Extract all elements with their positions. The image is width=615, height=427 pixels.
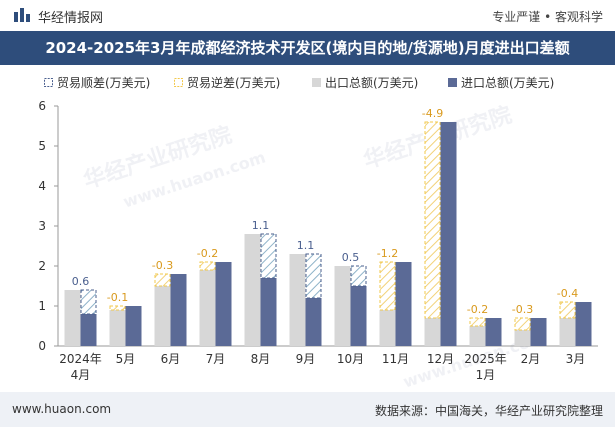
balance-label: 1.1 [252, 219, 270, 232]
footer-source: 数据来源：中国海关，华经产业研究院整理 [374, 404, 603, 418]
balance-label: -0.1 [107, 291, 128, 304]
y-tick-label: 6 [38, 99, 46, 113]
bar-export [379, 310, 396, 346]
bar-export [64, 290, 81, 346]
bar-export [154, 286, 171, 346]
bar-export [289, 254, 306, 346]
legend-swatch-surplus [44, 78, 53, 87]
bar-surplus [305, 253, 322, 299]
title-bar: 2024-2025年3月年成都经济技术开发区(境内目的地/货源地)月度进出口差额 [0, 31, 615, 65]
x-tick-label: 1月 [476, 368, 496, 382]
x-tick-label: 11月 [382, 352, 409, 366]
chart-title: 2024-2025年3月年成都经济技术开发区(境内目的地/货源地)月度进出口差额 [45, 39, 570, 57]
balance-label: -0.3 [152, 259, 173, 272]
x-tick-label: 9月 [296, 352, 316, 366]
logo-icon [14, 8, 30, 22]
bar-import [170, 274, 187, 346]
bar-export [514, 330, 531, 346]
x-tick-label: 10月 [337, 352, 364, 366]
x-tick-label: 2024年 [59, 352, 102, 366]
footer: www.huaon.com 数据来源：中国海关，华经产业研究院整理 [0, 392, 615, 427]
bar-export [199, 270, 216, 346]
x-tick-label: 2025年 [464, 352, 507, 366]
bar-import [575, 302, 592, 346]
x-tick-label: 12月 [427, 352, 454, 366]
x-tick-label: 5月 [116, 352, 136, 366]
bar-deficit [154, 273, 171, 287]
bar-surplus [80, 289, 97, 315]
legend: 贸易顺差(万美元) 贸易逆差(万美元) 出口总额(万美元) 进口总额(万美元) [0, 74, 615, 92]
legend-swatch-export [312, 78, 321, 87]
bar-deficit [559, 301, 576, 319]
bar-import [125, 306, 142, 346]
bar-export [559, 318, 576, 346]
slogan: 专业严谨 • 客观科学 [492, 10, 603, 24]
balance-label: -4.9 [422, 107, 443, 120]
x-tick-label: 4月 [71, 368, 91, 382]
bar-export [109, 310, 126, 346]
bar-deficit [469, 317, 486, 327]
bar-import [215, 262, 232, 346]
x-tick-label: 6月 [161, 352, 181, 366]
balance-label: 1.1 [297, 239, 315, 252]
balance-label: -0.2 [197, 247, 218, 260]
y-tick-label: 4 [38, 179, 46, 193]
y-tick-label: 1 [38, 299, 46, 313]
bar-import [350, 286, 367, 346]
bar-import [395, 262, 412, 346]
legend-label-deficit: 贸易逆差(万美元) [187, 76, 281, 90]
bar-export [469, 326, 486, 346]
top-bar: 华经情报网 专业严谨 • 客观科学 [0, 0, 615, 30]
y-tick-label: 0 [38, 339, 46, 353]
chart-canvas: 0 1 2 3 4 5 6 0.6 2024年 4月 -0.1 5月 -0.3 6月 -0.2 7月 1.1 8月… [38, 99, 598, 382]
x-tick-label: 7月 [206, 352, 226, 366]
x-tick-label: 3月 [566, 352, 586, 366]
bar-deficit [199, 261, 216, 271]
balance-label: -0.2 [467, 303, 488, 316]
bar-import [305, 298, 322, 346]
legend-swatch-deficit [174, 78, 183, 87]
legend-label-surplus: 贸易顺差(万美元) [57, 76, 151, 90]
x-tick-label: 8月 [251, 352, 271, 366]
bar-deficit [514, 317, 531, 331]
balance-label: -1.2 [377, 247, 398, 260]
bar-import [260, 278, 277, 346]
bar-export [424, 318, 441, 346]
bar-export [244, 234, 261, 346]
bar-import [440, 122, 457, 346]
bar-import [80, 314, 97, 346]
legend-label-export: 出口总额(万美元) [325, 76, 419, 90]
y-tick-label: 2 [38, 259, 46, 273]
bar-import [485, 318, 502, 346]
bar-surplus [350, 265, 367, 287]
balance-label: -0.4 [557, 287, 578, 300]
logo-text[interactable]: 华经情报网 [38, 11, 104, 26]
footer-website[interactable]: www.huaon.com [12, 402, 112, 416]
bar-deficit [379, 261, 396, 311]
x-tick-label: 2月 [521, 352, 541, 366]
bar-surplus [260, 233, 277, 279]
balance-label: 0.6 [72, 275, 90, 288]
y-tick-label: 5 [38, 139, 46, 153]
bar-export [334, 266, 351, 346]
bar-deficit [424, 121, 441, 319]
balance-label: -0.3 [512, 303, 533, 316]
balance-label: 0.5 [342, 251, 360, 264]
bar-import [530, 318, 547, 346]
y-tick-label: 3 [38, 219, 46, 233]
legend-label-import: 进口总额(万美元) [461, 76, 555, 90]
bar-deficit [109, 305, 126, 311]
legend-swatch-import [448, 78, 457, 87]
